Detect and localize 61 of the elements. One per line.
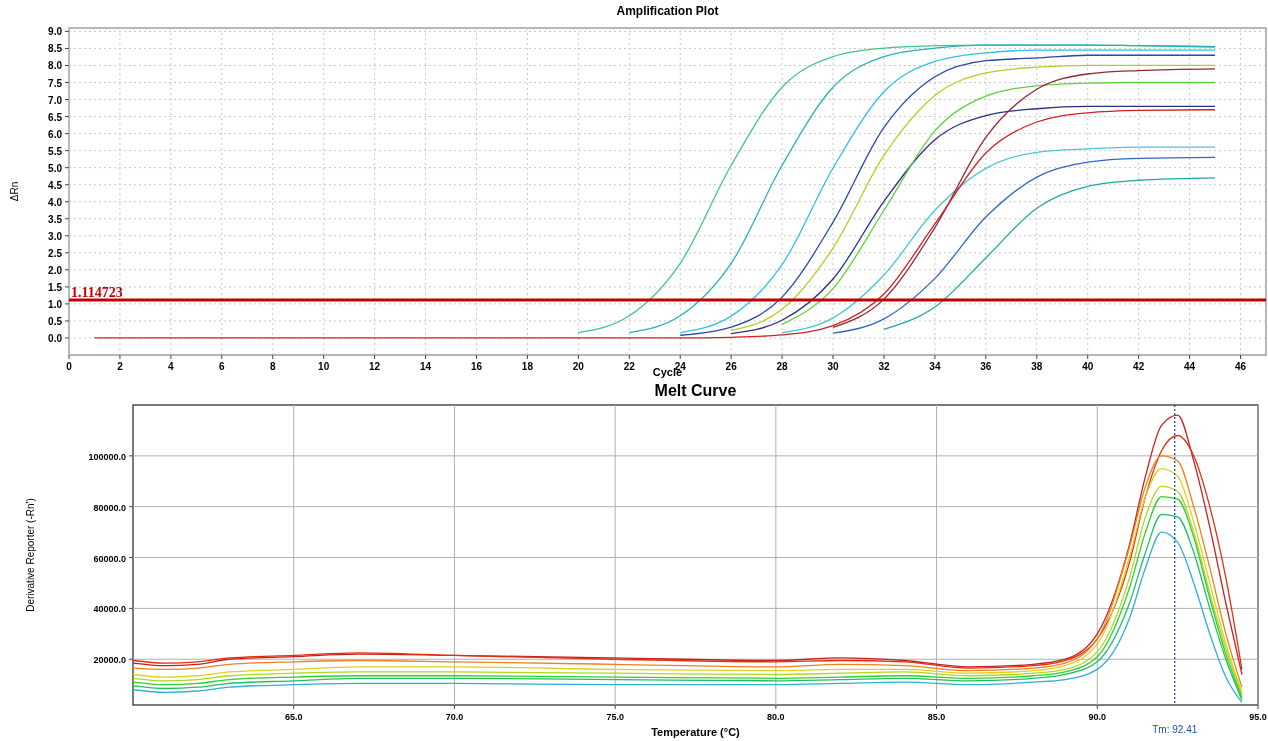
y-tick-label: 5.0 [48, 162, 63, 174]
x-tick-label: 75.0 [606, 712, 624, 722]
x-tick-label: 10 [318, 361, 330, 372]
y-tick-label: 5.5 [48, 145, 63, 157]
chart-title: Amplification Plot [616, 4, 719, 18]
x-axis-title: Temperature (°C) [651, 726, 741, 738]
y-tick-label: 7.5 [48, 77, 63, 89]
y-tick-label: 4.0 [48, 196, 63, 208]
y-tick-label: 100000.0 [88, 451, 126, 462]
x-tick-label: 32 [878, 361, 890, 372]
x-tick-label: 26 [725, 361, 738, 372]
x-tick-label: 12 [369, 361, 381, 372]
x-tick-label: 85.0 [927, 712, 946, 722]
y-tick-label: 1.0 [48, 298, 63, 310]
x-tick-label: 18 [521, 361, 534, 372]
x-tick-label: 36 [980, 361, 992, 372]
x-tick-label: 14 [419, 361, 432, 372]
y-axis-title: ΔRn [9, 181, 20, 202]
ref-line-label: Tm: 92.41 [1152, 724, 1198, 735]
x-tick-label: 80.0 [767, 712, 785, 722]
x-tick-label: 0 [66, 361, 73, 372]
x-tick-label: 20 [572, 361, 585, 372]
y-tick-label: 9.0 [48, 26, 63, 38]
y-tick-label: 0.5 [48, 315, 63, 327]
y-tick-label: 40000.0 [93, 604, 126, 615]
ref-line-label: 1.114723 [71, 285, 123, 300]
chart-title: Melt Curve [654, 382, 737, 399]
y-tick-label: 7.0 [48, 94, 63, 106]
x-tick-label: 95.0 [1249, 712, 1267, 722]
x-tick-label: 42 [1133, 361, 1145, 372]
x-tick-label: 8 [269, 361, 276, 372]
y-tick-label: 8.0 [48, 60, 63, 72]
x-tick-label: 30 [827, 361, 840, 372]
y-tick-label: 2.0 [48, 264, 63, 276]
x-tick-label: 22 [623, 361, 636, 372]
y-tick-label: 0.0 [48, 332, 63, 344]
x-tick-label: 6 [219, 361, 226, 372]
y-tick-label: 3.5 [48, 213, 63, 225]
y-axis-title: Derivative Reporter (-Rn') [25, 498, 36, 612]
y-tick-label: 6.0 [48, 128, 63, 140]
x-tick-label: 28 [776, 361, 789, 372]
y-tick-label: 1.5 [48, 281, 63, 293]
y-tick-label: 8.5 [48, 43, 63, 55]
y-tick-label: 60000.0 [93, 553, 126, 564]
y-tick-label: 2.5 [48, 247, 63, 259]
x-tick-label: 38 [1031, 361, 1043, 372]
y-tick-label: 4.5 [48, 179, 63, 191]
x-tick-label: 90.0 [1088, 712, 1107, 722]
x-tick-label: 2 [117, 361, 124, 372]
y-tick-label: 20000.0 [93, 655, 126, 666]
x-tick-label: 34 [929, 361, 941, 372]
x-tick-label: 44 [1184, 361, 1196, 372]
y-tick-label: 80000.0 [93, 502, 126, 513]
x-tick-label: 4 [168, 361, 175, 372]
x-tick-label: 16 [470, 361, 483, 372]
x-tick-label: 65.0 [284, 712, 303, 722]
x-tick-label: 46 [1234, 361, 1247, 372]
y-tick-label: 6.5 [48, 111, 63, 123]
y-tick-label: 3.0 [48, 230, 63, 242]
x-tick-label: 40 [1082, 361, 1094, 372]
x-tick-label: 70.0 [445, 712, 464, 722]
